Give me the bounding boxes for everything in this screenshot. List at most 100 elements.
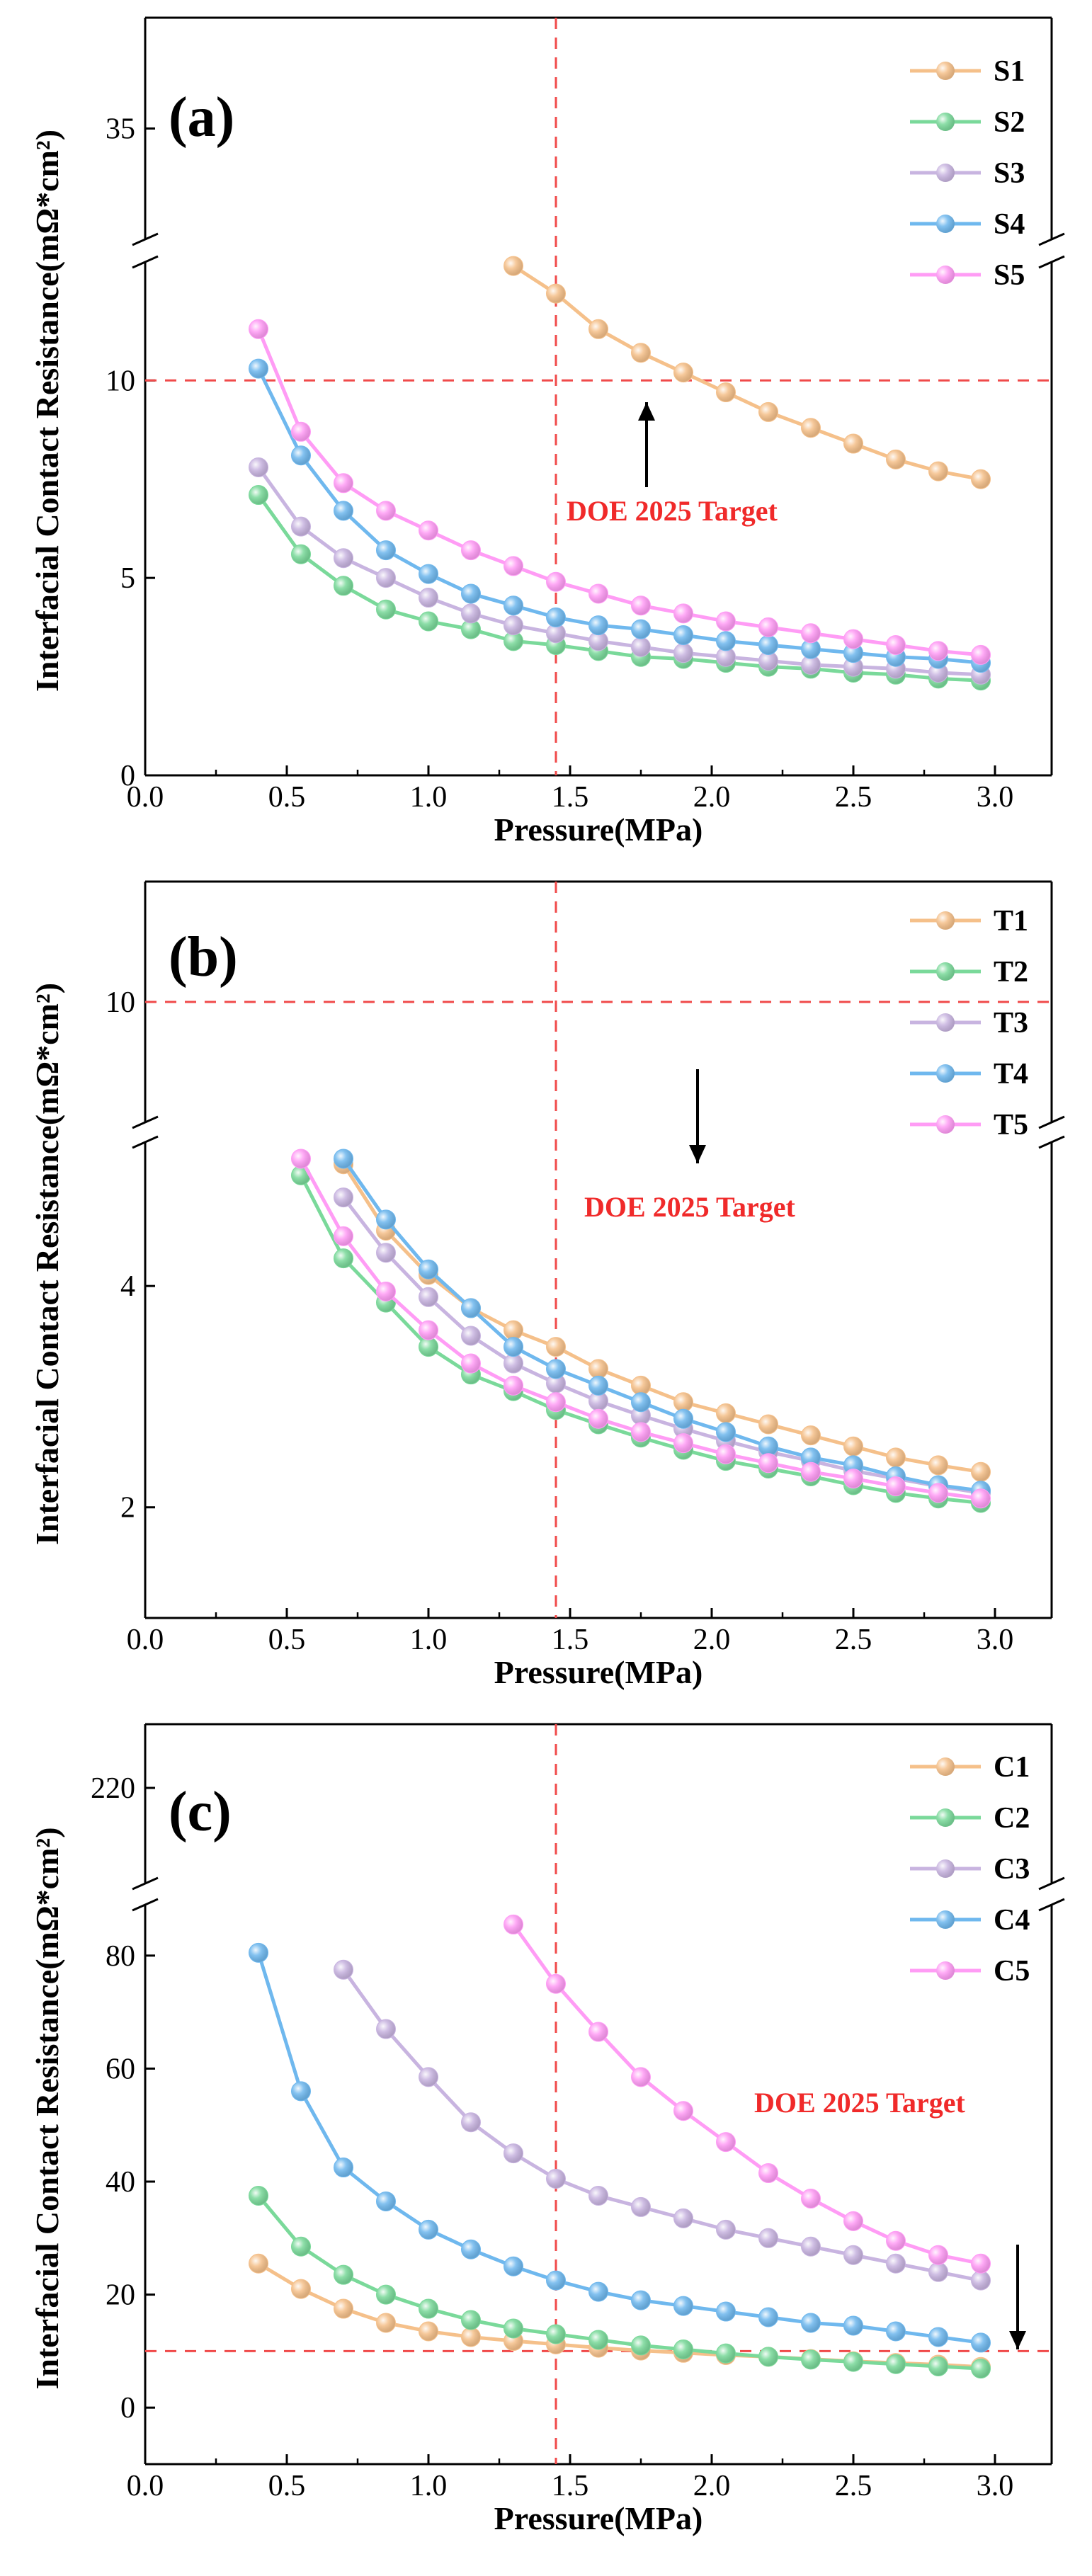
axis-break-mark-left-lower bbox=[132, 255, 159, 269]
legend-marker-shade bbox=[936, 62, 955, 80]
data-point-shade bbox=[419, 2068, 438, 2087]
data-point-shade bbox=[887, 2354, 905, 2373]
data-point-shade bbox=[717, 2302, 735, 2321]
data-point-shade bbox=[802, 2313, 820, 2332]
legend-label-S3: S3 bbox=[994, 157, 1025, 190]
data-point-shade bbox=[887, 2231, 905, 2250]
data-point-shade bbox=[887, 1448, 905, 1467]
data-point-shade bbox=[929, 663, 948, 682]
data-point-shade bbox=[547, 1393, 565, 1412]
data-point-shade bbox=[844, 2245, 863, 2264]
data-point-shade bbox=[377, 1210, 395, 1229]
x-axis-label: Pressure(MPa) bbox=[494, 2500, 703, 2536]
data-point-shade bbox=[334, 549, 353, 568]
data-point-shade bbox=[844, 2316, 863, 2335]
doe-target-annotation: DOE 2025 Target bbox=[584, 1191, 795, 1223]
axis-break-mark-left-upper bbox=[132, 1115, 159, 1129]
data-point-shade bbox=[632, 2291, 650, 2310]
data-point-shade bbox=[589, 2282, 608, 2301]
x-tick-label: 1.0 bbox=[410, 1624, 448, 1656]
data-point-shade bbox=[504, 2319, 523, 2338]
data-point-shade bbox=[547, 2325, 565, 2344]
data-point-shade bbox=[504, 632, 523, 651]
data-point-shade bbox=[589, 1376, 608, 1395]
data-point-shade bbox=[632, 2197, 650, 2216]
data-point-shade bbox=[377, 2019, 395, 2039]
data-point-shade bbox=[589, 616, 608, 635]
legend-marker-shade bbox=[936, 1115, 955, 1134]
data-point-shade bbox=[547, 1360, 565, 1379]
data-point-shade bbox=[844, 1437, 863, 1456]
x-tick-label: 1.0 bbox=[410, 781, 448, 814]
data-point-shade bbox=[377, 2192, 395, 2211]
data-point-shade bbox=[802, 418, 820, 438]
data-point-shade bbox=[759, 402, 778, 421]
data-point-shade bbox=[887, 2322, 905, 2341]
data-point-shade bbox=[929, 1483, 948, 1503]
data-point-shade bbox=[972, 1489, 990, 1508]
axis-break-mark-left-lower bbox=[132, 1135, 159, 1149]
x-tick-label: 1.5 bbox=[552, 2470, 589, 2502]
data-point-shade bbox=[292, 517, 310, 536]
panel-label: (c) bbox=[169, 1781, 232, 1843]
y-tick-label: 80 bbox=[106, 1940, 135, 1973]
x-axis-label: Pressure(MPa) bbox=[494, 811, 703, 848]
axis-break-mark-left-upper bbox=[132, 1876, 159, 1891]
legend-marker-shade bbox=[936, 266, 955, 284]
data-point-shade bbox=[802, 1448, 820, 1467]
data-point-shade bbox=[674, 1393, 693, 1412]
data-point-shade bbox=[377, 1243, 395, 1263]
series-line-T4 bbox=[341, 1158, 982, 1493]
y-tick-label: 4 bbox=[120, 1270, 135, 1303]
data-point-shade bbox=[462, 620, 480, 639]
data-point-shade bbox=[547, 1374, 565, 1393]
legend-label-C4: C4 bbox=[994, 1904, 1030, 1937]
data-point-shade bbox=[334, 2265, 353, 2284]
chart-panel-3: 0.0 0.5 1.0 1.5 2.0 2.5 3.0 0 20 40 60 80 220 Pressur… bbox=[29, 1723, 1065, 2536]
data-point-shade bbox=[377, 1282, 395, 1301]
data-point-shade bbox=[887, 2254, 905, 2273]
data-point-shade bbox=[334, 1149, 353, 1168]
data-point-shade bbox=[929, 1456, 948, 1475]
data-point-shade bbox=[419, 2299, 438, 2318]
data-point-shade bbox=[802, 639, 820, 659]
x-tick-label: 1.5 bbox=[552, 781, 589, 814]
y-tick-label: 2 bbox=[120, 1492, 135, 1524]
data-point-shade bbox=[632, 2336, 650, 2355]
data-point-shade bbox=[504, 1915, 523, 1934]
y-tick-label: 60 bbox=[106, 2053, 135, 2085]
data-point-shade bbox=[292, 2237, 310, 2256]
data-point-shade bbox=[717, 2344, 735, 2363]
data-point-shade bbox=[334, 576, 353, 595]
y-axis-label: Interfacial Contact Resistance(mΩ*cm²) bbox=[29, 1827, 65, 2389]
legend-marker-shade bbox=[936, 911, 955, 930]
data-point-shade bbox=[334, 1960, 353, 1979]
data-point-shade bbox=[334, 2158, 353, 2177]
data-point-shade bbox=[462, 2113, 480, 2132]
data-point-shade bbox=[929, 2356, 948, 2376]
data-point-shade bbox=[929, 2327, 948, 2347]
data-point-shade bbox=[589, 2186, 608, 2205]
x-tick-label: 0.0 bbox=[127, 2470, 164, 2502]
axis-break-mark-right-lower bbox=[1038, 1135, 1065, 1149]
data-point-shade bbox=[334, 501, 353, 520]
data-point-shade bbox=[632, 1376, 650, 1395]
x-tick-label: 0.5 bbox=[268, 2470, 306, 2502]
data-point-shade bbox=[972, 1462, 990, 1481]
data-point-shade bbox=[887, 635, 905, 654]
data-point-shade bbox=[292, 2082, 310, 2101]
x-tick-label: 2.5 bbox=[835, 781, 872, 814]
x-tick-label: 2.0 bbox=[693, 2470, 731, 2502]
axis-break-mark-left-lower bbox=[132, 1898, 159, 1912]
legend-label-C2: C2 bbox=[994, 1802, 1030, 1835]
data-point-shade bbox=[759, 2228, 778, 2247]
x-tick-label: 0.0 bbox=[127, 1624, 164, 1656]
legend-marker-shade bbox=[936, 1064, 955, 1083]
data-point-shade bbox=[759, 1454, 778, 1473]
data-point-shade bbox=[249, 2254, 268, 2273]
data-point-shade bbox=[844, 1469, 863, 1488]
data-point-shade bbox=[547, 2170, 565, 2189]
data-point-shade bbox=[419, 521, 438, 540]
chart-panel-2: 0.0 0.5 1.0 1.5 2.0 2.5 3.0 2 4 10 Pressure(MPa) In… bbox=[29, 880, 1065, 1690]
data-point-shade bbox=[377, 569, 395, 588]
